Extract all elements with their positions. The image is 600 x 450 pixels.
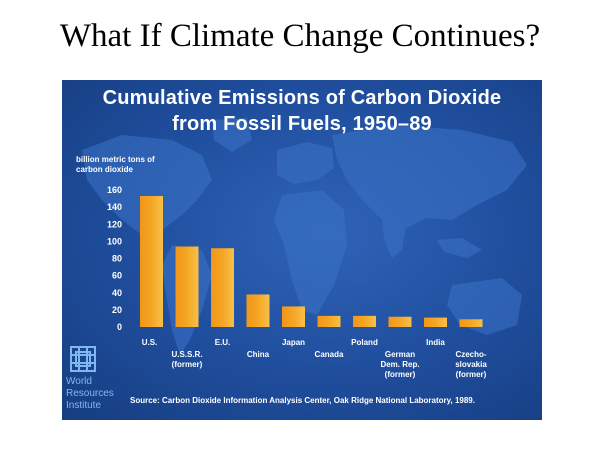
- y-tick-label: 140: [107, 202, 122, 212]
- y-tick-label: 160: [107, 185, 122, 195]
- bar: [459, 319, 483, 327]
- bar: [317, 315, 341, 327]
- y-tick-label: 60: [112, 271, 122, 281]
- bar: [211, 248, 234, 327]
- chart-title-line-2: from Fossil Fuels, 1950–89: [172, 113, 432, 135]
- bar: [246, 294, 270, 327]
- logo-text-line-2: Resources: [66, 388, 114, 399]
- y-axis-label-line-2: carbon dioxide: [76, 165, 133, 174]
- category-label: U.S.: [142, 338, 158, 347]
- category-label: Canada: [315, 350, 344, 359]
- y-tick-label: 80: [112, 254, 122, 264]
- bar: [388, 316, 412, 327]
- y-tick-label: 120: [107, 219, 122, 229]
- wri-logo: World Resources Institute: [66, 344, 126, 412]
- chart-title-line-1: Cumulative Emissions of Carbon Dioxide: [102, 87, 502, 109]
- category-label: E.U.: [215, 338, 231, 347]
- category-label: China: [247, 350, 270, 359]
- category-label: Czecho-slovakia (former): [455, 350, 487, 379]
- category-label: Poland: [351, 338, 378, 347]
- bar: [282, 306, 305, 327]
- y-tick-label: 0: [117, 322, 122, 332]
- category-label: Japan: [282, 338, 305, 347]
- bar: [175, 246, 199, 327]
- category-label: German Dem. Rep. (former): [380, 350, 419, 379]
- source-note: Source: Carbon Dioxide Information Analy…: [130, 396, 475, 405]
- bar: [424, 317, 447, 327]
- wri-logo-icon: [70, 346, 96, 372]
- logo-text-line-3: Institute: [66, 400, 102, 411]
- bar: [140, 195, 163, 327]
- logo-text-line-1: World: [66, 376, 92, 387]
- category-label: India: [426, 338, 445, 347]
- bar: [353, 315, 376, 327]
- y-axis-label-line-1: billion metric tons of: [76, 155, 155, 164]
- chart-panel: Cumulative Emissions of Carbon Dioxide f…: [62, 80, 542, 420]
- y-tick-label: 20: [112, 305, 122, 315]
- bar-chart: 0 20 40 60 80 100 120 140 160 U.S. U.S.S.R. (former…: [107, 185, 487, 379]
- slide-title: What If Climate Change Continues?: [59, 18, 541, 54]
- y-tick-label: 100: [107, 236, 122, 246]
- category-label: U.S.S.R. (former): [171, 350, 202, 369]
- y-tick-label: 40: [112, 288, 122, 298]
